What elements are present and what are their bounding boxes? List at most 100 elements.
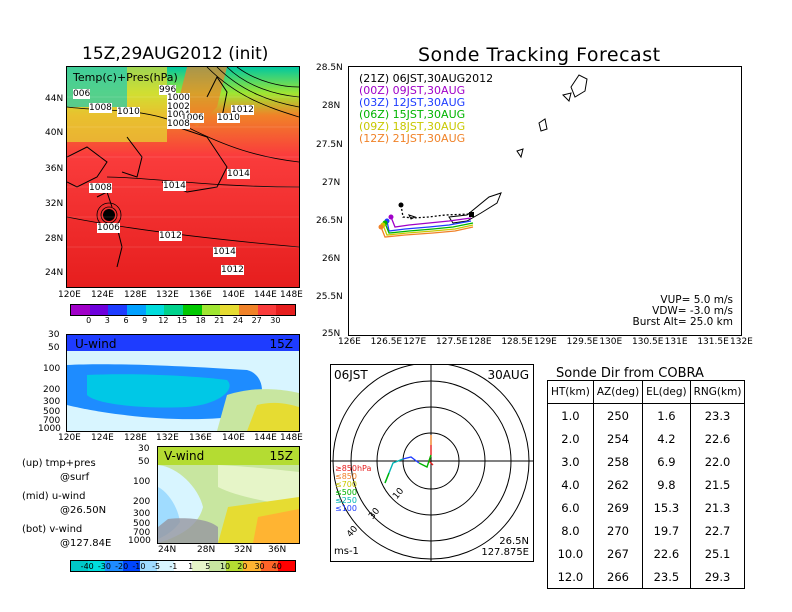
colorbar-tick-label: 5 xyxy=(205,562,211,571)
isobar-label: 1012 xyxy=(159,231,182,241)
isobar-label: 1010 xyxy=(217,113,240,123)
lon-tick-label: 132E xyxy=(730,337,753,347)
table-cell: 3.0 xyxy=(547,450,594,473)
v-wind-label: V-wind xyxy=(164,449,205,463)
lat-tick-label: 40N xyxy=(45,128,64,138)
table-cell: 9.8 xyxy=(642,473,691,496)
lat-tick-label: 25.5N xyxy=(316,292,343,302)
lon-tick-label: 127.5E xyxy=(436,337,468,347)
dir-table: HT(km) AZ(deg) EL(deg) RNG(km) 1.0 250 1.6 23.… xyxy=(547,380,746,589)
colorbar-tick-label: 1 xyxy=(188,562,194,571)
note-line: @127.84E xyxy=(60,538,112,549)
colorbar-swatch xyxy=(277,561,296,571)
track-legend: (21Z) 06JST,30AUG2012 (00Z) 09JST,30AUG (0… xyxy=(359,73,493,145)
lat-tick-label: 27.5N xyxy=(316,140,343,150)
colorbar-tick-label: -40 xyxy=(80,562,94,571)
pressure-tick-label: 500 xyxy=(133,519,151,529)
wind-colorbar xyxy=(70,560,296,572)
table-cell: 21.3 xyxy=(689,496,746,519)
table-cell: 1.6 xyxy=(642,403,691,427)
colorbar-swatch xyxy=(127,305,146,315)
colorbar-swatch xyxy=(139,561,158,571)
colorbar-tick-label: 0 xyxy=(86,316,92,325)
lon-tick-label: 130.5E xyxy=(632,337,664,347)
colorbar-swatch xyxy=(122,561,140,571)
lat-tick-label: 28N xyxy=(45,234,64,244)
polar-time-label: 06JST xyxy=(334,368,368,382)
colorbar-tick-label: 3 xyxy=(104,316,110,325)
table-cell: 6.9 xyxy=(642,450,691,473)
pressure-tick-label: 200 xyxy=(43,385,61,395)
lon-tick-label: 129E xyxy=(534,337,557,347)
lon-tick-label: 144E xyxy=(254,290,277,300)
pressure-tick-label: 30 xyxy=(48,330,60,340)
table-row: 8.0 270 19.7 22.7 xyxy=(547,519,746,542)
lon-tick-label: 129.5E xyxy=(566,337,599,347)
dir-table-column-header: EL(deg) xyxy=(642,380,691,404)
colorbar-swatch xyxy=(201,305,221,315)
lat-tick-label: 26N xyxy=(322,254,341,264)
v-wind-plot xyxy=(158,447,299,543)
lat-tick-label: 26.5N xyxy=(316,216,343,226)
polar-level-entry: ≤100 xyxy=(335,504,357,513)
isobar-label: 1004 xyxy=(167,110,190,120)
table-cell: 258 xyxy=(592,450,644,473)
colorbar-swatch xyxy=(105,561,123,571)
lat-tick-label: 36N xyxy=(45,164,64,174)
lon-tick-label: 120E xyxy=(58,433,81,443)
lon-tick-label: 131.5E xyxy=(697,337,729,347)
note-line: (up) tmp+pres xyxy=(22,458,96,469)
polar-panel: 06JST 30AUG ≥850hPa ≤850 ≤700 ≤500 ≤250 ≤100 … xyxy=(330,364,534,562)
wind-colorbar-labels: -40 -30 -20 -10 -5 -1 1 5 10 20 30 40 xyxy=(70,562,294,572)
table-row: 2.0 254 4.2 22.6 xyxy=(547,427,746,450)
track-title: Sonde Tracking Forecast xyxy=(418,44,661,66)
pressure-tick-label: 1000 xyxy=(38,424,61,434)
isobar-label: 996 xyxy=(159,85,177,95)
colorbar-tick-label: -1 xyxy=(169,562,178,571)
table-cell: 25.1 xyxy=(689,542,746,565)
table-cell: 2.0 xyxy=(547,427,594,450)
colorbar-tick-label: 18 xyxy=(195,316,206,325)
param-line: VUP= 5.0 m/s xyxy=(660,294,733,306)
colorbar-tick-label: 30 xyxy=(270,316,281,325)
colorbar-tick-label: 20 xyxy=(237,562,248,571)
dir-table-column-header: HT(km) xyxy=(547,380,594,404)
pressure-tick-label: 100 xyxy=(43,364,61,374)
lon-tick-label: 132E xyxy=(156,290,179,300)
temperature-colorbar-labels: 0 3 6 9 12 15 18 21 24 27 30 xyxy=(70,316,294,326)
lon-tick-label: 148E xyxy=(280,290,303,300)
polar-level-legend: ≥850hPa ≤850 ≤700 ≤500 ≤250 ≤100 xyxy=(335,465,371,513)
colorbar-swatch xyxy=(174,561,192,571)
lat-tick-label: 32N xyxy=(45,199,64,209)
table-cell: 8.0 xyxy=(547,519,594,542)
map-title: 15Z,29AUG2012 (init) xyxy=(82,44,269,64)
lon-tick-label: 124E xyxy=(91,433,114,443)
colorbar-swatch xyxy=(89,305,109,315)
lat-tick-label: 28.5N xyxy=(316,63,343,73)
polar-level-entry: ≤700 xyxy=(335,480,357,489)
isobar-label: 006 xyxy=(73,89,91,99)
polar-level-entry: ≤250 xyxy=(335,496,357,505)
colorbar-swatch xyxy=(257,305,277,315)
colorbar-swatch xyxy=(191,561,209,571)
colorbar-tick-label: -5 xyxy=(152,562,161,571)
track-map-panel: (21Z) 06JST,30AUG2012 (00Z) 09JST,30AUG (0… xyxy=(348,66,742,336)
v-wind-panel: V-wind 15Z xyxy=(157,446,300,544)
pressure-tick-label: 30 xyxy=(138,444,150,454)
table-cell: 29.3 xyxy=(689,565,746,589)
lat-tick-label: 24N xyxy=(45,268,64,278)
table-cell: 22.6 xyxy=(689,427,746,450)
v-wind-time: 15Z xyxy=(269,449,294,463)
pressure-tick-label: 50 xyxy=(138,457,150,467)
colorbar-tick-label: 10 xyxy=(219,562,231,571)
polar-date-label: 30AUG xyxy=(487,368,529,382)
colorbar-swatch xyxy=(88,561,106,571)
colorbar-tick-label: 6 xyxy=(123,316,129,325)
track-legend-entry: (21Z) 06JST,30AUG2012 xyxy=(359,72,494,85)
lon-tick-label: 120E xyxy=(58,290,81,300)
table-cell: 10.0 xyxy=(547,542,594,565)
polar-level-entry: ≥850hPa xyxy=(335,464,372,473)
colorbar-swatch xyxy=(243,561,261,571)
track-legend-entry: (12Z) 21JST,30AUG xyxy=(359,132,466,145)
dir-table-title: Sonde Dir from COBRA xyxy=(556,366,704,381)
